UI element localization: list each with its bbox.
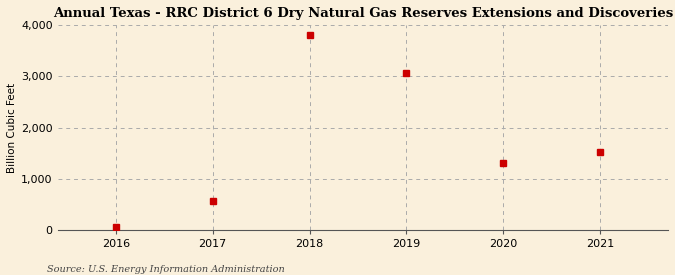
Title: Annual Texas - RRC District 6 Dry Natural Gas Reserves Extensions and Discoverie: Annual Texas - RRC District 6 Dry Natura… bbox=[53, 7, 673, 20]
Text: Source: U.S. Energy Information Administration: Source: U.S. Energy Information Administ… bbox=[47, 265, 285, 274]
Y-axis label: Billion Cubic Feet: Billion Cubic Feet bbox=[7, 82, 17, 173]
